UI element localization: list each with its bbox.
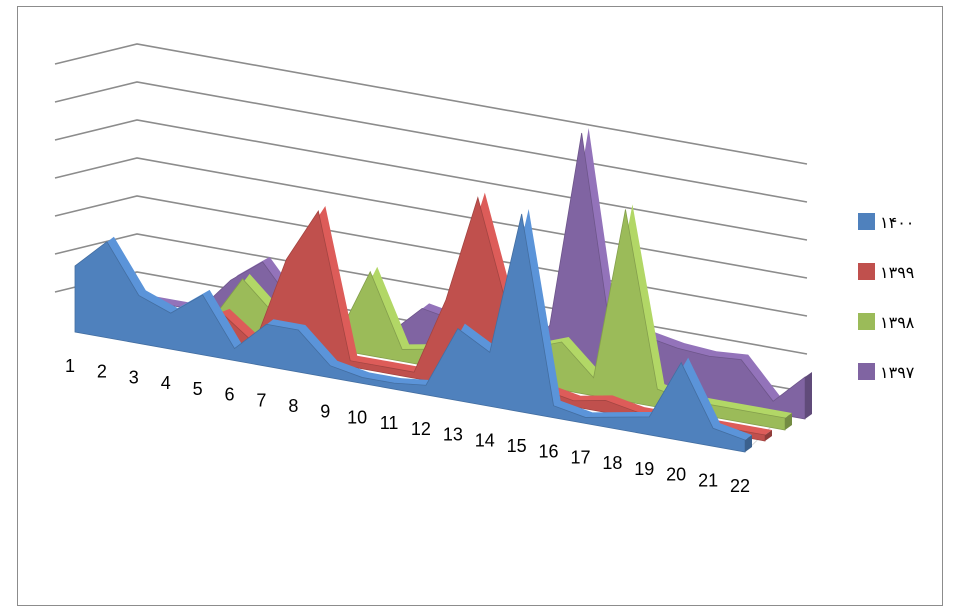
x-tick-label: 10: [347, 407, 367, 427]
x-tick-label: 13: [443, 425, 463, 445]
x-tick-label: 14: [475, 430, 495, 450]
x-tick-label: 6: [225, 385, 235, 405]
series-top-face: [95, 192, 772, 435]
x-tick-label: 21: [698, 470, 718, 490]
legend-label: ۱۴۰۰: [880, 213, 914, 232]
legend-label: ۱۳۹۸: [880, 313, 915, 332]
x-tick-label: 18: [602, 453, 622, 473]
series-4: [74, 209, 752, 453]
legend-label: ۱۳۹۷: [880, 363, 915, 382]
x-tick-label: 19: [634, 459, 654, 479]
legend-item: ۱۳۹۸: [858, 313, 915, 332]
x-tick-label: 15: [507, 436, 527, 456]
gridline: [54, 119, 808, 241]
gridline: [54, 43, 808, 165]
gridline: [54, 157, 808, 279]
x-tick-label: 22: [730, 476, 750, 496]
gridline: [54, 81, 808, 203]
x-tick-label: 17: [570, 447, 590, 467]
gridline: [54, 195, 808, 317]
x-tick-label: 2: [97, 362, 107, 382]
legend: ۱۴۰۰ ۱۳۹۹ ۱۳۹۸ ۱۳۹۷: [858, 213, 915, 382]
series-end-cap: [805, 372, 812, 419]
series-area: [74, 213, 746, 453]
series-end-cap: [765, 430, 772, 441]
series-end-cap: [745, 435, 752, 452]
x-tick-label: 3: [129, 367, 139, 387]
series-top-face: [135, 128, 812, 402]
x-tick-label: 5: [193, 379, 203, 399]
x-tick-label: 12: [411, 419, 431, 439]
x-tick-label: 16: [539, 442, 559, 462]
area-chart-3d: 1 2 3 4 5 6 7 8 9 10 11 12 13 14 15 16 17 18 19 20 21 22 ۱۴۰۰…: [54, 43, 915, 496]
x-tick-label: 9: [320, 402, 330, 422]
legend-swatch: [858, 263, 875, 280]
x-axis-ticks: 1 2 3 4 5 6 7 8 9 10 11 12 13 14 15 16 17 18 19 20 21 22: [65, 356, 750, 496]
x-tick-label: 1: [65, 356, 75, 376]
x-tick-label: 8: [288, 396, 298, 416]
series-end-cap: [785, 413, 792, 430]
x-tick-label: 4: [161, 373, 171, 393]
x-tick-label: 11: [380, 413, 399, 433]
legend-item: ۱۴۰۰: [858, 213, 914, 232]
legend-item: ۱۳۹۹: [858, 263, 914, 282]
legend-label: ۱۳۹۹: [880, 263, 914, 282]
series-layer: [74, 128, 812, 453]
x-tick-label: 7: [256, 390, 266, 410]
legend-swatch: [858, 313, 875, 330]
legend-swatch: [858, 213, 875, 230]
legend-swatch: [858, 363, 875, 380]
x-tick-label: 20: [666, 465, 686, 485]
legend-item: ۱۳۹۷: [858, 363, 915, 382]
